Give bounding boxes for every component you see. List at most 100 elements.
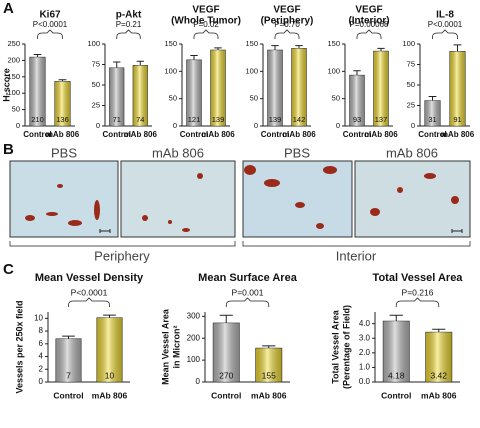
panel-letter: B	[3, 141, 14, 158]
p-value: P=0.216	[402, 287, 434, 297]
x-tick-label: Control	[381, 390, 411, 400]
significance-bracket	[193, 29, 219, 39]
bar-shade	[425, 332, 452, 382]
x-tick-label: mAb 806	[282, 130, 316, 139]
y-tick-label: 100	[187, 355, 201, 364]
y-axis-label: Vessels per 250x field	[14, 300, 24, 393]
x-tick-label: Control	[261, 130, 289, 139]
x-tick-label: mAb 806	[421, 390, 457, 400]
x-tick-label: mAb 806	[441, 130, 475, 139]
region-label: Interior	[336, 248, 377, 263]
error-bar	[389, 314, 403, 322]
micrograph	[242, 160, 353, 238]
p-value: P<0.0001	[428, 20, 463, 29]
x-tick-label: Control	[53, 390, 83, 400]
p-value: P<0.0001	[33, 20, 68, 29]
y-tick-label: 10	[34, 313, 43, 322]
chart-title: VEGF	[355, 5, 382, 16]
chart-title: Mean Vessel Density	[35, 272, 144, 284]
p-value: P=0.70	[274, 20, 300, 29]
image-label: mAb 806	[152, 145, 204, 160]
significance-bracket	[274, 29, 300, 39]
value-label: 270	[219, 370, 233, 380]
error-bar	[428, 95, 437, 101]
error-bar	[377, 47, 385, 52]
x-tick-label: mAb 806	[201, 130, 235, 139]
y-tick-label: 50	[169, 94, 177, 103]
value-label: 136	[56, 115, 69, 124]
chart-title: IL-8	[436, 10, 454, 21]
y-tick-label: 50	[92, 80, 100, 89]
value-label: 10	[105, 370, 115, 380]
image-label: mAb 806	[386, 145, 438, 160]
y-tick-label: 100	[87, 39, 100, 48]
bar-shade	[132, 65, 148, 126]
micrograph	[120, 160, 236, 238]
error-bar	[295, 45, 303, 49]
y-tick-label: 4.0	[359, 319, 371, 328]
bar-shade	[210, 50, 226, 126]
significance-bracket	[432, 29, 458, 39]
error-bar	[58, 79, 67, 82]
value-label: 91	[453, 115, 461, 124]
bar-shade	[349, 75, 365, 126]
value-label: 3.42	[430, 370, 447, 380]
x-tick-label: mAb 806	[92, 390, 128, 400]
y-tick-label: 75	[407, 59, 415, 68]
x-tick-label: mAb 806	[46, 130, 80, 139]
error-bar	[219, 314, 233, 323]
y-tick-label: 0	[39, 377, 44, 386]
micrograph	[9, 160, 119, 238]
vessels	[25, 165, 459, 232]
x-tick-label: Control	[211, 390, 241, 400]
x-tick-label: Control	[180, 130, 208, 139]
error-bar	[453, 44, 462, 52]
value-label: 74	[136, 115, 144, 124]
error-bar	[432, 328, 446, 333]
y-tick-label: 150	[7, 72, 20, 81]
chart-subtitle: (Whole Tumor)	[171, 16, 241, 27]
value-label: 139	[269, 115, 282, 124]
value-label: 93	[353, 115, 361, 124]
y-tick-label: 0.0	[359, 377, 371, 386]
significance-bracket	[68, 297, 110, 307]
x-tick-label: mAb 806	[124, 130, 158, 139]
value-label: 121	[188, 115, 201, 124]
y-tick-label: 8	[39, 326, 44, 335]
y-tick-label: 100	[327, 66, 340, 75]
y-tick-label: 0	[254, 121, 258, 130]
y-tick-label: 300	[187, 311, 201, 320]
value-label: 71	[113, 115, 121, 124]
p-value: P=0.00068	[350, 20, 389, 29]
bar-shade	[373, 51, 389, 126]
panel-letter: A	[3, 0, 14, 17]
y-tick-label: 25	[407, 100, 415, 109]
y-axis-label: Mean Vessel Area	[160, 308, 170, 385]
value-label: 210	[31, 115, 44, 124]
chart-title: VEGF	[273, 5, 300, 16]
y-tick-label: 3.0	[359, 333, 371, 342]
bar-shade	[449, 51, 466, 126]
value-label: 7	[66, 370, 71, 380]
y-tick-label: 0	[173, 121, 177, 130]
y-tick-label: 50	[332, 94, 340, 103]
bar-shade	[255, 348, 282, 382]
error-bar	[190, 54, 198, 60]
error-bar	[103, 314, 116, 318]
p-value: P<0.0001	[71, 287, 108, 297]
error-bar	[136, 60, 144, 66]
y-tick-label: 2	[39, 364, 44, 373]
y-tick-label: 0	[196, 377, 201, 386]
x-tick-label: Control	[418, 130, 446, 139]
error-bar	[113, 61, 121, 68]
y-tick-label: 6	[39, 339, 44, 348]
value-label: 31	[428, 115, 436, 124]
chart-title: Ki67	[39, 10, 61, 21]
value-label: 137	[375, 115, 388, 124]
y-tick-label: 200	[187, 333, 201, 342]
micrographs	[9, 160, 471, 247]
y-tick-label: 150	[327, 39, 340, 48]
value-label: 155	[262, 370, 276, 380]
